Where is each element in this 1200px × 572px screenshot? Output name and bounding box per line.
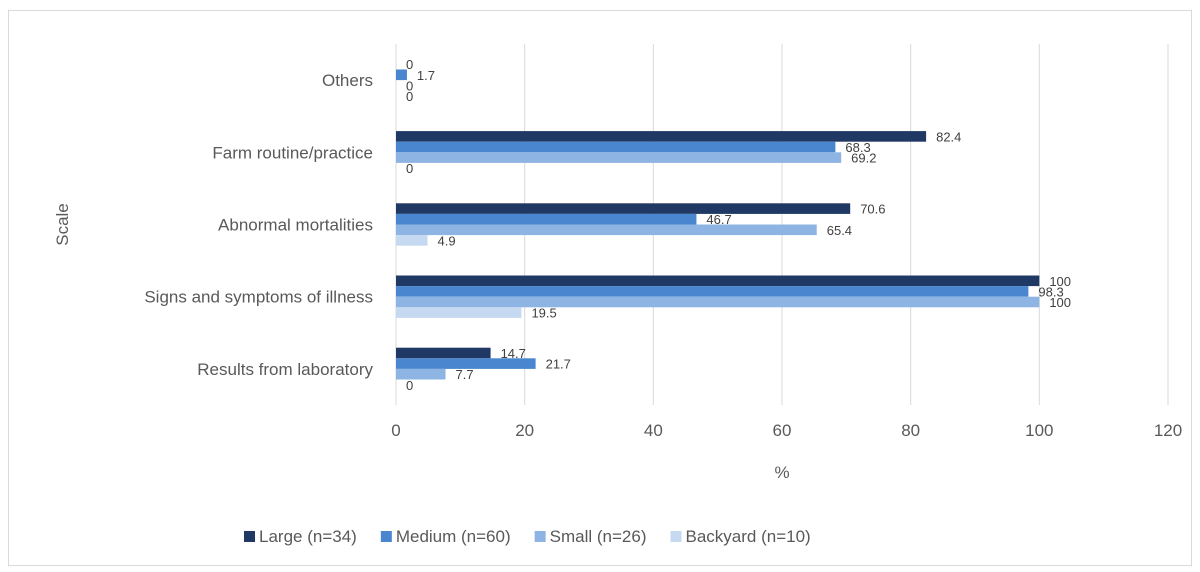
data-label: 68.3 bbox=[845, 140, 870, 155]
x-tick-label: 20 bbox=[515, 421, 534, 440]
data-label: 65.4 bbox=[827, 223, 852, 238]
data-label: 0 bbox=[406, 89, 413, 104]
category-label: Signs and symptoms of illness bbox=[144, 288, 373, 307]
x-axis-title: % bbox=[774, 463, 789, 482]
x-tick-label: 60 bbox=[773, 421, 792, 440]
bars bbox=[396, 69, 1040, 380]
bar bbox=[396, 203, 851, 214]
data-label: 100 bbox=[1049, 274, 1071, 289]
bar bbox=[396, 141, 836, 153]
x-tick-label: 40 bbox=[644, 421, 663, 440]
data-label: 0 bbox=[406, 378, 413, 393]
data-label: 0 bbox=[406, 161, 413, 176]
chart-frame bbox=[8, 10, 1192, 566]
legend-label: Large (n=34) bbox=[259, 527, 357, 546]
data-label: 46.7 bbox=[706, 212, 731, 227]
data-label: 0 bbox=[406, 78, 413, 93]
category-labels: Results from laboratory Signs and symptom… bbox=[144, 71, 373, 379]
bar bbox=[396, 275, 1040, 287]
legend-swatch bbox=[670, 531, 682, 542]
bar bbox=[396, 286, 1029, 297]
category-label: Farm routine/practice bbox=[212, 143, 373, 162]
x-tick-label: 80 bbox=[901, 421, 920, 440]
bar bbox=[396, 152, 842, 163]
data-label: 7.7 bbox=[456, 367, 474, 382]
data-label: 19.5 bbox=[531, 306, 556, 321]
legend-label: Backyard (n=10) bbox=[686, 527, 811, 546]
data-label: 82.4 bbox=[936, 129, 961, 144]
legend-swatch bbox=[534, 531, 546, 542]
bar bbox=[396, 224, 817, 236]
data-label: 21.7 bbox=[546, 357, 571, 372]
legend: Large (n=34) Medium (n=60) Small (n=26) Bac… bbox=[244, 527, 811, 546]
bar bbox=[396, 358, 536, 369]
bar bbox=[396, 213, 697, 225]
x-axis-ticks: 0 20 40 60 80 100 120 bbox=[391, 421, 1182, 440]
data-label: 14.7 bbox=[501, 346, 526, 361]
data-label: 1.7 bbox=[417, 68, 435, 83]
category-label: Others bbox=[322, 71, 373, 90]
bar bbox=[396, 347, 491, 359]
gridlines bbox=[395, 44, 1169, 405]
legend-label: Medium (n=60) bbox=[396, 527, 511, 546]
bar bbox=[396, 368, 446, 380]
data-label: 4.9 bbox=[438, 233, 456, 248]
data-label: 100 bbox=[1049, 295, 1071, 310]
data-label: 69.2 bbox=[851, 151, 876, 166]
legend-swatch bbox=[244, 531, 255, 542]
category-label: Results from laboratory bbox=[197, 360, 373, 379]
legend-label: Small (n=26) bbox=[550, 527, 647, 546]
data-label: 98.3 bbox=[1038, 284, 1063, 299]
bar bbox=[396, 235, 428, 246]
x-tick-label: 100 bbox=[1025, 421, 1053, 440]
bar bbox=[396, 307, 522, 318]
x-tick-label: 0 bbox=[391, 421, 400, 440]
bar bbox=[396, 69, 407, 81]
x-tick-label: 120 bbox=[1154, 421, 1182, 440]
data-label: 70.6 bbox=[860, 202, 885, 217]
category-label: Abnormal mortalities bbox=[218, 216, 373, 235]
data-label: 0 bbox=[406, 57, 413, 72]
bar bbox=[396, 131, 927, 142]
legend-swatch bbox=[380, 531, 392, 542]
bar bbox=[396, 296, 1040, 308]
y-axis-title: Scale bbox=[53, 203, 72, 246]
